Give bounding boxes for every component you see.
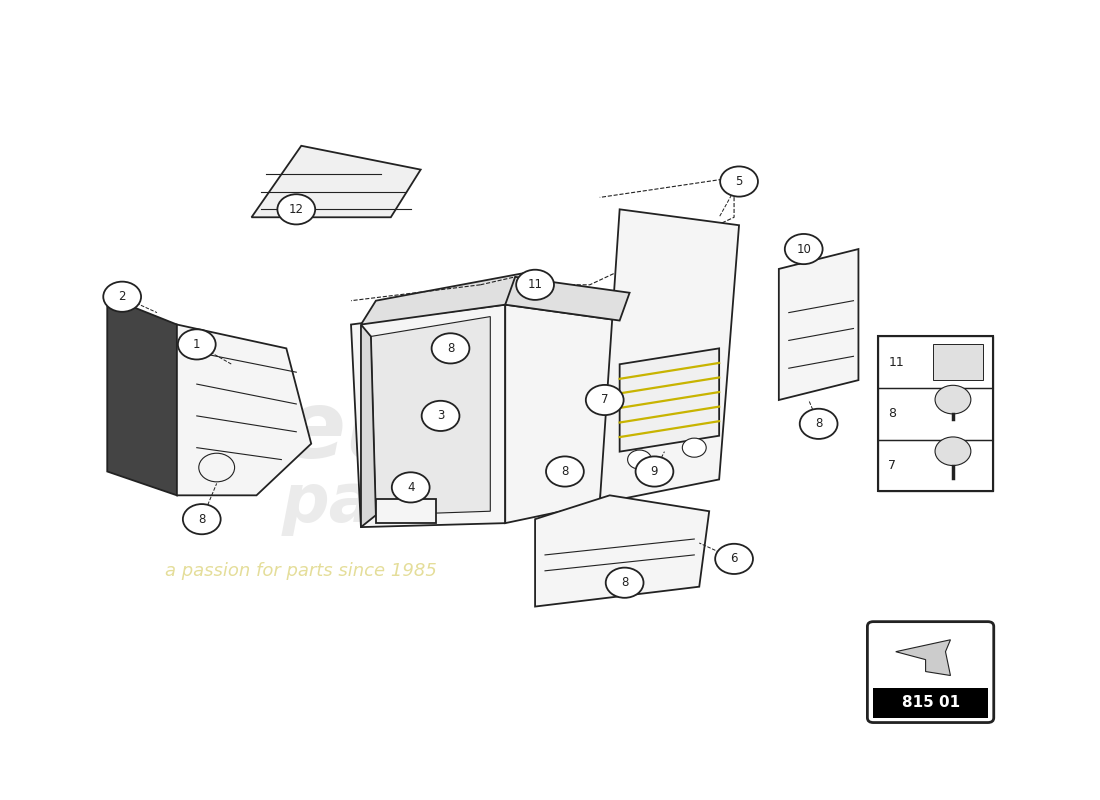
Polygon shape <box>535 495 710 606</box>
Circle shape <box>636 457 673 486</box>
Circle shape <box>277 194 316 225</box>
Polygon shape <box>252 146 420 218</box>
Polygon shape <box>177 325 311 495</box>
Text: 8: 8 <box>815 418 823 430</box>
Circle shape <box>935 386 971 414</box>
Text: 6: 6 <box>730 552 738 566</box>
Circle shape <box>103 282 141 312</box>
Text: 1: 1 <box>192 338 200 351</box>
Bar <box>873 688 988 718</box>
Polygon shape <box>505 277 629 321</box>
Text: 8: 8 <box>620 576 628 590</box>
Circle shape <box>715 544 754 574</box>
Text: 9: 9 <box>651 465 658 478</box>
Text: 8: 8 <box>561 465 569 478</box>
Polygon shape <box>351 305 505 527</box>
Text: 7: 7 <box>601 394 608 406</box>
Circle shape <box>546 457 584 486</box>
Text: 12: 12 <box>289 203 304 216</box>
Polygon shape <box>361 325 376 527</box>
Text: b: b <box>570 402 638 494</box>
Circle shape <box>392 472 430 502</box>
Text: 815 01: 815 01 <box>902 695 959 710</box>
Text: 2: 2 <box>119 290 125 303</box>
Polygon shape <box>361 273 525 325</box>
Polygon shape <box>895 640 950 675</box>
Text: a passion for parts since 1985: a passion for parts since 1985 <box>165 562 437 580</box>
Circle shape <box>628 450 651 469</box>
Polygon shape <box>600 210 739 503</box>
Text: 10: 10 <box>796 242 811 255</box>
Circle shape <box>178 330 216 359</box>
Text: euro: euro <box>282 386 525 478</box>
FancyBboxPatch shape <box>868 622 993 722</box>
Polygon shape <box>107 297 177 495</box>
Text: 4: 4 <box>407 481 415 494</box>
Circle shape <box>586 385 624 415</box>
Circle shape <box>935 437 971 466</box>
Text: 8: 8 <box>889 407 896 421</box>
Polygon shape <box>371 317 491 515</box>
Text: 8: 8 <box>447 342 454 355</box>
Polygon shape <box>505 305 619 523</box>
Circle shape <box>183 504 221 534</box>
Text: 3: 3 <box>437 410 444 422</box>
Text: 5: 5 <box>736 175 743 188</box>
Circle shape <box>516 270 554 300</box>
Circle shape <box>682 438 706 457</box>
Polygon shape <box>779 249 858 400</box>
Text: 8: 8 <box>198 513 206 526</box>
Circle shape <box>784 234 823 264</box>
Text: 11: 11 <box>889 356 904 369</box>
Polygon shape <box>619 348 719 452</box>
Text: 11: 11 <box>528 278 542 291</box>
Circle shape <box>421 401 460 431</box>
Circle shape <box>431 334 470 363</box>
Text: parts: parts <box>282 470 478 536</box>
Polygon shape <box>933 344 982 380</box>
Polygon shape <box>376 499 436 523</box>
Text: 7: 7 <box>889 459 896 472</box>
Circle shape <box>800 409 837 439</box>
Circle shape <box>606 568 643 598</box>
Circle shape <box>720 166 758 197</box>
